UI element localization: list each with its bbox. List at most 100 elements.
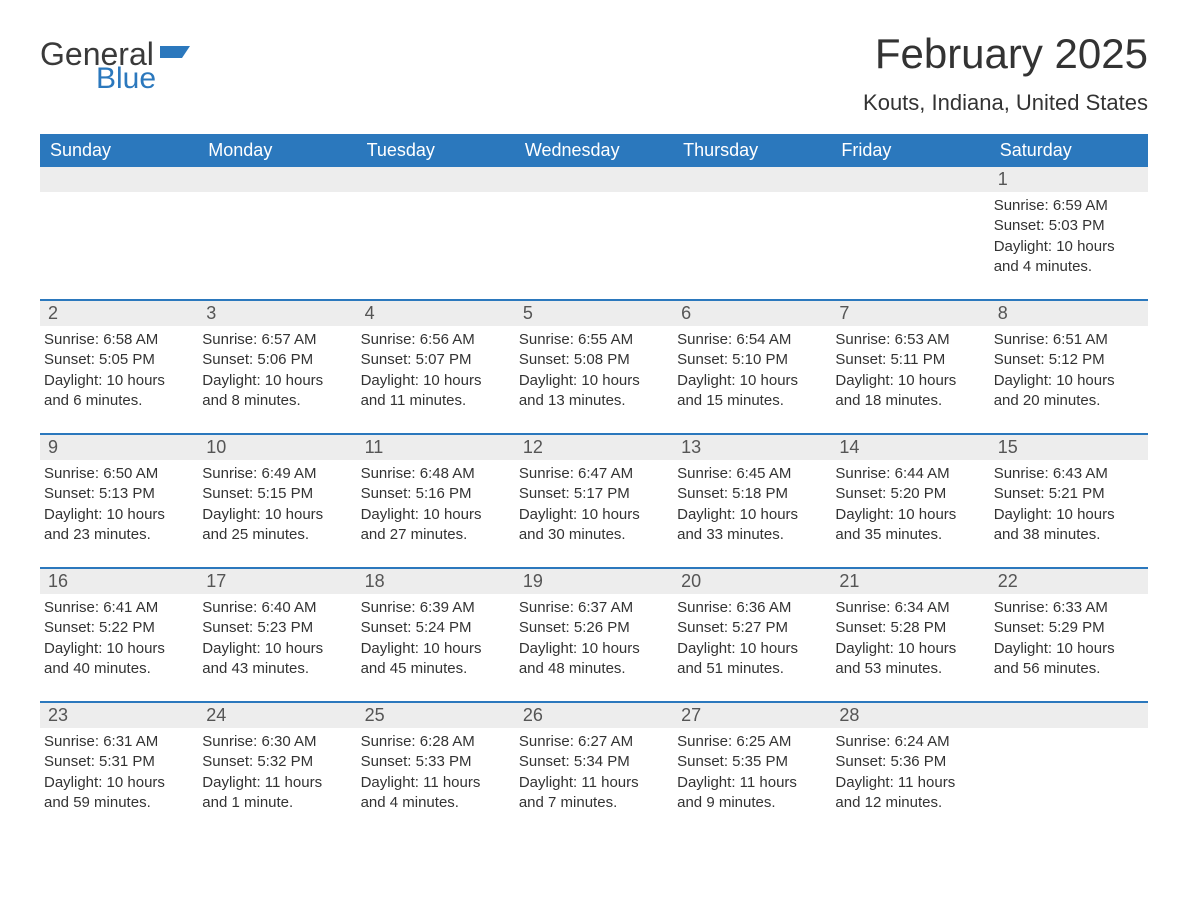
- day-cell: [831, 167, 989, 287]
- day-number: 8: [990, 301, 1148, 326]
- day-number: [990, 703, 1148, 728]
- day-cell: 3Sunrise: 6:57 AMSunset: 5:06 PMDaylight…: [198, 301, 356, 421]
- day-number: 12: [515, 435, 673, 460]
- daylight-text: Daylight: 10 hours and 43 minutes.: [202, 639, 348, 680]
- daylight-text: Daylight: 10 hours and 11 minutes.: [361, 371, 507, 412]
- daylight-text: Daylight: 11 hours and 9 minutes.: [677, 773, 823, 814]
- dow-cell: Wednesday: [515, 134, 673, 167]
- day-cell: 25Sunrise: 6:28 AMSunset: 5:33 PMDayligh…: [357, 703, 515, 823]
- sunset-text: Sunset: 5:36 PM: [835, 752, 981, 772]
- day-cell: 22Sunrise: 6:33 AMSunset: 5:29 PMDayligh…: [990, 569, 1148, 689]
- daylight-text: Daylight: 11 hours and 4 minutes.: [361, 773, 507, 814]
- day-number: 6: [673, 301, 831, 326]
- day-number: 20: [673, 569, 831, 594]
- day-body: Sunrise: 6:34 AMSunset: 5:28 PMDaylight:…: [831, 594, 989, 679]
- sunset-text: Sunset: 5:16 PM: [361, 484, 507, 504]
- day-body: Sunrise: 6:53 AMSunset: 5:11 PMDaylight:…: [831, 326, 989, 411]
- day-number: 23: [40, 703, 198, 728]
- day-body: Sunrise: 6:59 AMSunset: 5:03 PMDaylight:…: [990, 192, 1148, 277]
- sunrise-text: Sunrise: 6:49 AM: [202, 464, 348, 484]
- sunset-text: Sunset: 5:08 PM: [519, 350, 665, 370]
- day-body: Sunrise: 6:54 AMSunset: 5:10 PMDaylight:…: [673, 326, 831, 411]
- daylight-text: Daylight: 10 hours and 30 minutes.: [519, 505, 665, 546]
- calendar-week: 2Sunrise: 6:58 AMSunset: 5:05 PMDaylight…: [40, 299, 1148, 421]
- sunrise-text: Sunrise: 6:59 AM: [994, 196, 1140, 216]
- sunrise-text: Sunrise: 6:55 AM: [519, 330, 665, 350]
- day-body: Sunrise: 6:55 AMSunset: 5:08 PMDaylight:…: [515, 326, 673, 411]
- day-body: Sunrise: 6:40 AMSunset: 5:23 PMDaylight:…: [198, 594, 356, 679]
- day-body: Sunrise: 6:30 AMSunset: 5:32 PMDaylight:…: [198, 728, 356, 813]
- day-body: Sunrise: 6:28 AMSunset: 5:33 PMDaylight:…: [357, 728, 515, 813]
- sunrise-text: Sunrise: 6:36 AM: [677, 598, 823, 618]
- day-body: Sunrise: 6:31 AMSunset: 5:31 PMDaylight:…: [40, 728, 198, 813]
- sunrise-text: Sunrise: 6:44 AM: [835, 464, 981, 484]
- daylight-text: Daylight: 11 hours and 12 minutes.: [835, 773, 981, 814]
- daylight-text: Daylight: 10 hours and 35 minutes.: [835, 505, 981, 546]
- sunset-text: Sunset: 5:06 PM: [202, 350, 348, 370]
- day-cell: 12Sunrise: 6:47 AMSunset: 5:17 PMDayligh…: [515, 435, 673, 555]
- sunrise-text: Sunrise: 6:34 AM: [835, 598, 981, 618]
- day-cell: 2Sunrise: 6:58 AMSunset: 5:05 PMDaylight…: [40, 301, 198, 421]
- daylight-text: Daylight: 10 hours and 25 minutes.: [202, 505, 348, 546]
- sunrise-text: Sunrise: 6:54 AM: [677, 330, 823, 350]
- day-number: 14: [831, 435, 989, 460]
- flag-icon: [160, 44, 194, 72]
- day-cell: [357, 167, 515, 287]
- sunrise-text: Sunrise: 6:53 AM: [835, 330, 981, 350]
- day-cell: 9Sunrise: 6:50 AMSunset: 5:13 PMDaylight…: [40, 435, 198, 555]
- sunrise-text: Sunrise: 6:48 AM: [361, 464, 507, 484]
- day-cell: 7Sunrise: 6:53 AMSunset: 5:11 PMDaylight…: [831, 301, 989, 421]
- day-number: 1: [990, 167, 1148, 192]
- day-cell: [515, 167, 673, 287]
- daylight-text: Daylight: 10 hours and 40 minutes.: [44, 639, 190, 680]
- page-title: February 2025: [863, 30, 1148, 78]
- day-cell: 24Sunrise: 6:30 AMSunset: 5:32 PMDayligh…: [198, 703, 356, 823]
- sunrise-text: Sunrise: 6:37 AM: [519, 598, 665, 618]
- sunrise-text: Sunrise: 6:47 AM: [519, 464, 665, 484]
- day-number: [515, 167, 673, 192]
- sunset-text: Sunset: 5:11 PM: [835, 350, 981, 370]
- day-number: 4: [357, 301, 515, 326]
- day-number: 18: [357, 569, 515, 594]
- sunset-text: Sunset: 5:13 PM: [44, 484, 190, 504]
- logo: General Blue: [40, 30, 194, 94]
- daylight-text: Daylight: 11 hours and 1 minute.: [202, 773, 348, 814]
- day-body: Sunrise: 6:49 AMSunset: 5:15 PMDaylight:…: [198, 460, 356, 545]
- day-number: 13: [673, 435, 831, 460]
- day-cell: 6Sunrise: 6:54 AMSunset: 5:10 PMDaylight…: [673, 301, 831, 421]
- daylight-text: Daylight: 10 hours and 53 minutes.: [835, 639, 981, 680]
- sunset-text: Sunset: 5:29 PM: [994, 618, 1140, 638]
- sunrise-text: Sunrise: 6:31 AM: [44, 732, 190, 752]
- day-number: [198, 167, 356, 192]
- sunrise-text: Sunrise: 6:57 AM: [202, 330, 348, 350]
- sunset-text: Sunset: 5:22 PM: [44, 618, 190, 638]
- day-number: 5: [515, 301, 673, 326]
- day-number: [40, 167, 198, 192]
- daylight-text: Daylight: 10 hours and 59 minutes.: [44, 773, 190, 814]
- day-cell: 17Sunrise: 6:40 AMSunset: 5:23 PMDayligh…: [198, 569, 356, 689]
- day-cell: 14Sunrise: 6:44 AMSunset: 5:20 PMDayligh…: [831, 435, 989, 555]
- day-cell: 23Sunrise: 6:31 AMSunset: 5:31 PMDayligh…: [40, 703, 198, 823]
- day-cell: [673, 167, 831, 287]
- day-number: 16: [40, 569, 198, 594]
- day-body: Sunrise: 6:36 AMSunset: 5:27 PMDaylight:…: [673, 594, 831, 679]
- sunset-text: Sunset: 5:12 PM: [994, 350, 1140, 370]
- day-body: Sunrise: 6:27 AMSunset: 5:34 PMDaylight:…: [515, 728, 673, 813]
- sunrise-text: Sunrise: 6:56 AM: [361, 330, 507, 350]
- daylight-text: Daylight: 10 hours and 38 minutes.: [994, 505, 1140, 546]
- sunrise-text: Sunrise: 6:50 AM: [44, 464, 190, 484]
- dow-cell: Thursday: [673, 134, 831, 167]
- sunset-text: Sunset: 5:18 PM: [677, 484, 823, 504]
- day-body: Sunrise: 6:39 AMSunset: 5:24 PMDaylight:…: [357, 594, 515, 679]
- day-number: 17: [198, 569, 356, 594]
- day-cell: 11Sunrise: 6:48 AMSunset: 5:16 PMDayligh…: [357, 435, 515, 555]
- day-cell: 15Sunrise: 6:43 AMSunset: 5:21 PMDayligh…: [990, 435, 1148, 555]
- calendar-week: 9 Sunrise: 6:50 AMSunset: 5:13 PM Daylight…: [40, 433, 1148, 555]
- daylight-text: Daylight: 10 hours and 45 minutes.: [361, 639, 507, 680]
- sunset-text: Sunset: 5:28 PM: [835, 618, 981, 638]
- day-number: 27: [673, 703, 831, 728]
- day-cell: [40, 167, 198, 287]
- day-number: 9: [40, 435, 198, 460]
- sunset-text: Sunset: 5:26 PM: [519, 618, 665, 638]
- day-number: 24: [198, 703, 356, 728]
